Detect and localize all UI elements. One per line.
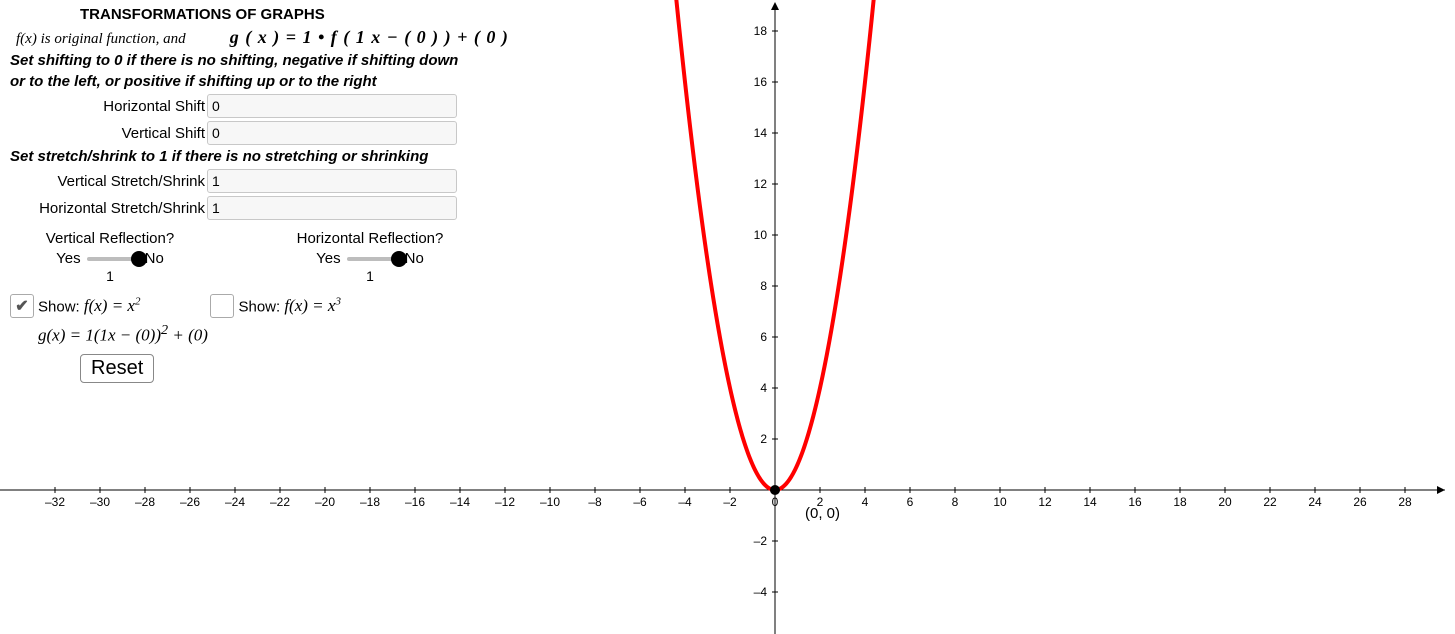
vert-reflect-label: Vertical Reflection?: [10, 230, 210, 247]
svg-text:2: 2: [817, 495, 824, 509]
vert-reflect-slider[interactable]: [87, 257, 139, 261]
formula-line: f(x) is original function, and g ( x ) =…: [10, 27, 570, 48]
horiz-reflect-group: Horizontal Reflection? Yes No 1: [270, 230, 470, 284]
svg-text:–30: –30: [90, 495, 110, 509]
horiz-reflect-no: No: [405, 250, 424, 267]
svg-text:8: 8: [952, 495, 959, 509]
svg-text:18: 18: [1173, 495, 1187, 509]
svg-text:12: 12: [754, 177, 768, 191]
slider-knob-icon: [131, 251, 147, 267]
svg-text:16: 16: [1128, 495, 1142, 509]
svg-text:4: 4: [760, 381, 767, 395]
svg-text:10: 10: [754, 228, 768, 242]
svg-text:–32: –32: [45, 495, 65, 509]
svg-text:14: 14: [754, 126, 768, 140]
svg-text:–2: –2: [754, 534, 768, 548]
svg-text:24: 24: [1308, 495, 1322, 509]
svg-text:20: 20: [1218, 495, 1232, 509]
svg-text:–12: –12: [495, 495, 515, 509]
show-squared-label: Show: f(x) = x2: [38, 296, 140, 317]
svg-text:–26: –26: [180, 495, 200, 509]
gx-expanded-formula: g(x) = 1(1x − (0))2 + (0): [38, 322, 570, 346]
svg-text:–4: –4: [754, 585, 768, 599]
svg-text:12: 12: [1038, 495, 1052, 509]
vstretch-input[interactable]: [207, 169, 457, 193]
hshift-input[interactable]: [207, 94, 457, 118]
svg-text:–20: –20: [315, 495, 335, 509]
slider-knob-icon: [391, 251, 407, 267]
shift-hint-1b: or to the left, or positive if shifting …: [10, 73, 570, 90]
svg-text:(0, 0): (0, 0): [805, 505, 840, 522]
svg-text:–8: –8: [588, 495, 602, 509]
svg-text:–14: –14: [450, 495, 470, 509]
vstretch-label: Vertical Stretch/Shrink: [10, 173, 207, 190]
controls-panel: TRANSFORMATIONS OF GRAPHS f(x) is origin…: [0, 0, 580, 393]
svg-text:22: 22: [1263, 495, 1277, 509]
svg-text:8: 8: [760, 279, 767, 293]
svg-text:18: 18: [754, 24, 768, 38]
horiz-reflect-slider[interactable]: [347, 257, 399, 261]
svg-text:16: 16: [754, 75, 768, 89]
svg-text:–6: –6: [633, 495, 647, 509]
svg-text:2: 2: [760, 432, 767, 446]
vert-reflect-group: Vertical Reflection? Yes No 1: [10, 230, 210, 284]
vshift-label: Vertical Shift: [10, 125, 207, 142]
svg-text:–4: –4: [678, 495, 692, 509]
svg-text:–10: –10: [540, 495, 560, 509]
hstretch-label: Horizontal Stretch/Shrink: [10, 200, 207, 217]
vert-reflect-no: No: [145, 250, 164, 267]
vshift-input[interactable]: [207, 121, 457, 145]
svg-text:–28: –28: [135, 495, 155, 509]
vert-reflect-value: 1: [10, 268, 210, 284]
vert-reflect-yes: Yes: [56, 250, 80, 267]
svg-text:–24: –24: [225, 495, 245, 509]
svg-text:28: 28: [1398, 495, 1412, 509]
gx-main-formula: g ( x ) = 1 • f ( 1 x − ( 0 ) ) + ( 0 ): [230, 27, 509, 47]
svg-text:10: 10: [993, 495, 1007, 509]
svg-text:4: 4: [862, 495, 869, 509]
stretch-hint: Set stretch/shrink to 1 if there is no s…: [10, 148, 570, 165]
svg-text:14: 14: [1083, 495, 1097, 509]
page-title: TRANSFORMATIONS OF GRAPHS: [80, 6, 570, 23]
show-squared-checkbox[interactable]: [10, 294, 34, 318]
hshift-label: Horizontal Shift: [10, 98, 207, 115]
horiz-reflect-value: 1: [270, 268, 470, 284]
svg-text:6: 6: [907, 495, 914, 509]
reset-button[interactable]: Reset: [80, 354, 154, 383]
svg-text:26: 26: [1353, 495, 1367, 509]
horiz-reflect-label: Horizontal Reflection?: [270, 230, 470, 247]
svg-text:–16: –16: [405, 495, 425, 509]
svg-text:6: 6: [760, 330, 767, 344]
svg-text:–18: –18: [360, 495, 380, 509]
svg-text:0: 0: [772, 495, 779, 509]
orig-func-text: f(x) is original function, and: [16, 31, 186, 47]
show-cubed-label: Show: f(x) = x3: [238, 296, 340, 317]
svg-text:–22: –22: [270, 495, 290, 509]
horiz-reflect-yes: Yes: [316, 250, 340, 267]
show-cubed-checkbox[interactable]: [210, 294, 234, 318]
shift-hint-1: Set shifting to 0 if there is no shiftin…: [10, 52, 570, 69]
hstretch-input[interactable]: [207, 196, 457, 220]
svg-text:–2: –2: [723, 495, 737, 509]
